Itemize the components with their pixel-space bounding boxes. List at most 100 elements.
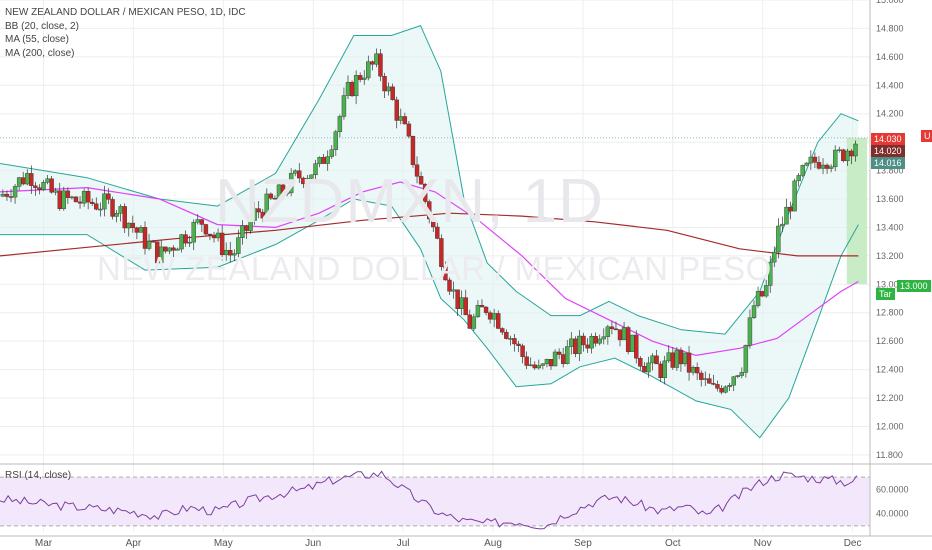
candle-up (690, 367, 696, 373)
candle-down (73, 196, 79, 203)
candle-up (362, 77, 367, 80)
candle-up (544, 359, 550, 365)
candle-down (849, 150, 854, 157)
candle-down (455, 289, 460, 309)
candle-down (483, 306, 489, 313)
candle-down (65, 190, 71, 198)
candle-down (520, 345, 525, 357)
candle-up (45, 178, 50, 183)
candle-down (504, 332, 509, 339)
candle-up (69, 196, 75, 199)
candle-down (642, 366, 647, 373)
candle-down (613, 328, 619, 331)
candle-up (828, 166, 834, 169)
candle-up (820, 164, 826, 169)
candle-up (589, 336, 594, 349)
candle-down (658, 363, 663, 378)
candle-up (833, 149, 838, 168)
legend-symbol[interactable]: NEW ZEALAND DOLLAR / MEXICAN PESO, 1D, I… (5, 7, 246, 18)
watermark-ticker: NZDMXN, 1D (215, 167, 604, 236)
candle-up (650, 355, 655, 364)
candle-up (630, 334, 635, 352)
candle-up (792, 180, 797, 212)
candle-down (788, 206, 793, 212)
candle-up (264, 193, 269, 219)
candle-down (634, 334, 639, 359)
target-label-badge[interactable]: Tar (876, 288, 895, 300)
candle-up (398, 116, 403, 121)
candle-up (53, 190, 58, 193)
candle-up (703, 378, 708, 380)
candle-up (353, 75, 359, 97)
candle-down (422, 183, 428, 202)
legend-bb[interactable]: BB (20, close, 2) (5, 20, 79, 32)
candle-up (333, 131, 339, 150)
target-price-badge: 13.000 (897, 280, 931, 292)
candle-down (280, 184, 286, 194)
candle-down (49, 178, 54, 193)
y-tick-label: 12.400 (876, 365, 904, 375)
candle-up (325, 156, 330, 164)
candle-up (195, 219, 200, 223)
candle-up (386, 86, 391, 92)
alert-flag-badge[interactable]: U (921, 130, 932, 142)
candle-up (755, 291, 761, 306)
candle-down (573, 338, 578, 354)
candle-up (768, 261, 773, 286)
candle-up (81, 191, 87, 204)
candle-up (735, 375, 740, 377)
rsi-tick-label: 40.0000 (876, 509, 909, 519)
candle-up (853, 143, 858, 157)
candle-down (110, 199, 115, 217)
candle-down (435, 226, 440, 239)
candle-down (122, 206, 127, 229)
candle-up (12, 186, 18, 198)
candle-up (159, 246, 164, 264)
candle-down (106, 193, 111, 200)
candle-down (560, 354, 566, 364)
bb-value-badge: 14.016 (871, 157, 905, 169)
candle-down (427, 201, 432, 220)
candle-up (569, 338, 574, 347)
y-tick-label: 15.000 (876, 0, 904, 5)
candle-down (638, 358, 643, 367)
candle-up (317, 157, 322, 164)
legend-rsi[interactable]: RSI (14, close) (5, 470, 72, 481)
rsi-line (0, 470, 858, 530)
bb-area (0, 25, 859, 438)
candle-down (678, 349, 684, 365)
candle-up (288, 173, 294, 194)
y-tick-label: 12.600 (876, 336, 904, 346)
candle-up (240, 225, 245, 238)
candle-up (605, 326, 611, 337)
candle-down (199, 219, 205, 225)
y-tick-label: 11.800 (876, 450, 903, 460)
candle-down (447, 279, 452, 292)
candle-up (138, 227, 144, 233)
candle-down (349, 82, 355, 97)
candle-up (845, 150, 850, 162)
y-tick-label: 13.000 (876, 279, 904, 289)
candle-up (763, 285, 769, 297)
candle-down (406, 123, 412, 137)
candle-down (382, 76, 387, 92)
candle-down (670, 352, 675, 368)
candle-down (715, 384, 720, 389)
candle-down (183, 234, 188, 244)
legend-ma200[interactable]: MA (200, close) (5, 47, 75, 59)
candle-up (565, 346, 570, 364)
candle-down (357, 75, 363, 80)
candle-down (378, 53, 383, 77)
candle-down (207, 233, 213, 236)
candle-up (98, 208, 103, 211)
candle-down (699, 372, 704, 380)
candle-up (491, 313, 497, 320)
candle-up (232, 253, 237, 256)
y-tick-label: 14.200 (876, 109, 904, 119)
candle-down (134, 227, 140, 233)
candle-up (739, 372, 745, 376)
candle-up (41, 182, 46, 190)
candle-up (800, 165, 805, 176)
legend-ma55[interactable]: MA (55, close) (5, 34, 69, 45)
candle-up (102, 193, 107, 210)
